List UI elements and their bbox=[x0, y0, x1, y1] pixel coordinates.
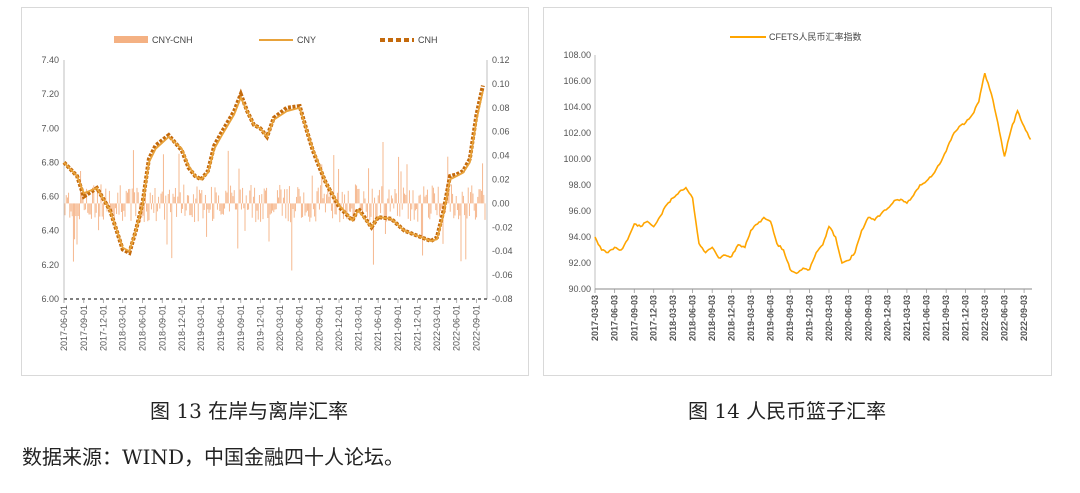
cfets-index-line bbox=[594, 72, 1032, 275]
y-tick-label: 104.00 bbox=[563, 102, 591, 112]
y2-tick-label: -0.06 bbox=[492, 270, 513, 280]
x-tick-label: 2019-06-01 bbox=[216, 305, 226, 351]
x-tick-label: 2018-09-03 bbox=[707, 295, 717, 341]
y2-tick-label: 0.02 bbox=[492, 175, 510, 185]
x-tick-label: 2019-03-01 bbox=[196, 305, 206, 351]
y2-tick-label: 0.06 bbox=[492, 127, 510, 137]
x-tick-label: 2018-06-03 bbox=[688, 295, 698, 341]
y-tick-label: 6.20 bbox=[41, 260, 59, 270]
source-note: 数据来源：WIND，中国金融四十人论坛。 bbox=[22, 445, 404, 469]
y-tick-label: 7.20 bbox=[41, 89, 59, 99]
legend-swatch-cny-cnh bbox=[114, 36, 148, 43]
cfets-index-chart-panel: 108.00 106.00 104.00 102.00 100.00 98.00 96.00… bbox=[543, 7, 1052, 376]
x-tick-label: 2018-03-03 bbox=[668, 295, 678, 341]
x-tick-label: 2019-09-03 bbox=[785, 295, 795, 341]
x-tick-label: 2022-03-03 bbox=[980, 295, 990, 341]
y-tick-label: 98.00 bbox=[568, 180, 591, 190]
x-tick-label: 2022-06-01 bbox=[452, 305, 462, 351]
y2-tick-label: -0.08 bbox=[492, 294, 513, 304]
x-tick-label: 2022-09-03 bbox=[1019, 295, 1029, 341]
x-tick-label: 2021-12-03 bbox=[961, 295, 971, 341]
x-tick-label: 2017-06-03 bbox=[610, 295, 620, 341]
x-tick-label: 2017-09-03 bbox=[629, 295, 639, 341]
x-tick-label: 2020-03-01 bbox=[275, 305, 285, 351]
x-tick-label: 2017-12-03 bbox=[649, 295, 659, 341]
y-tick-label: 102.00 bbox=[563, 128, 591, 138]
y-tick-label: 6.60 bbox=[41, 192, 59, 202]
x-tick-label: 2018-12-01 bbox=[177, 305, 187, 351]
x-tick-label: 2021-03-01 bbox=[353, 305, 363, 351]
y-tick-label: 96.00 bbox=[568, 206, 591, 216]
y2-tick-label: -0.04 bbox=[492, 246, 513, 256]
cnh-line bbox=[62, 85, 485, 256]
legend-label-cfets: CFETS人民币汇率指数 bbox=[769, 31, 862, 42]
y2-tick-label: 0.08 bbox=[492, 103, 510, 113]
figure-14-caption: 图 14 人民币篮子汇率 bbox=[688, 399, 887, 423]
x-tick-label: 2020-12-03 bbox=[883, 295, 893, 341]
x-tick-label: 2020-09-03 bbox=[863, 295, 873, 341]
y-tick-label: 7.40 bbox=[41, 55, 59, 65]
x-tick-label: 2021-06-01 bbox=[373, 305, 383, 351]
x-tick-label: 2019-03-03 bbox=[746, 295, 756, 341]
legend-label-cnh: CNH bbox=[418, 35, 438, 45]
x-tick-label: 2019-06-03 bbox=[765, 295, 775, 341]
x-tick-label: 2017-06-01 bbox=[59, 305, 69, 351]
x-tick-label: 2021-03-03 bbox=[902, 295, 912, 341]
x-tick-label: 2019-12-03 bbox=[805, 295, 815, 341]
x-tick-label: 2018-09-01 bbox=[157, 305, 167, 351]
x-tick-label: 2020-06-01 bbox=[295, 305, 305, 351]
x-tick-label: 2022-03-01 bbox=[432, 305, 442, 351]
x-tick-label: 2018-06-01 bbox=[137, 305, 147, 351]
cny-line bbox=[63, 90, 484, 253]
x-tick-label: 2020-12-01 bbox=[334, 305, 344, 351]
y-tick-label: 92.00 bbox=[568, 258, 591, 268]
onshore-offshore-chart-panel: 7.40 7.20 7.00 6.80 6.60 6.40 6.20 6.00 0.12 0.10… bbox=[21, 7, 529, 376]
x-tick-label: 2019-12-01 bbox=[255, 305, 265, 351]
legend-label-cny-cnh: CNY-CNH bbox=[152, 35, 193, 45]
x-tick-label: 2020-06-03 bbox=[844, 295, 854, 341]
x-tick-label: 2022-06-03 bbox=[999, 295, 1009, 341]
x-tick-label: 2017-09-01 bbox=[79, 305, 89, 351]
y-tick-label: 7.00 bbox=[41, 123, 59, 133]
x-tick-label: 2017-03-03 bbox=[590, 295, 600, 341]
x-tick-label: 2019-09-01 bbox=[236, 305, 246, 351]
figure-13-caption: 图 13 在岸与离岸汇率 bbox=[150, 399, 349, 423]
y-tick-label: 108.00 bbox=[563, 50, 591, 60]
y2-tick-label: 0.04 bbox=[492, 151, 510, 161]
x-tick-label: 2017-12-01 bbox=[98, 305, 108, 351]
y2-tick-label: 0.12 bbox=[492, 55, 510, 65]
y-tick-label: 100.00 bbox=[563, 154, 591, 164]
x-tick-label: 2020-09-01 bbox=[314, 305, 324, 351]
y2-tick-label: -0.02 bbox=[492, 222, 513, 232]
onshore-offshore-chart: 7.40 7.20 7.00 6.80 6.60 6.40 6.20 6.00 0.12 0.10… bbox=[41, 35, 513, 351]
y2-tick-label: 0.10 bbox=[492, 79, 510, 89]
y-tick-label: 90.00 bbox=[568, 284, 591, 294]
x-tick-label: 2021-12-01 bbox=[413, 305, 423, 351]
x-tick-label: 2018-03-01 bbox=[118, 305, 128, 351]
cfets-index-chart: 108.00 106.00 104.00 102.00 100.00 98.00 96.00… bbox=[563, 31, 1032, 341]
y-tick-label: 106.00 bbox=[563, 76, 591, 86]
y-tick-label: 6.80 bbox=[41, 157, 59, 167]
x-tick-label: 2021-09-01 bbox=[393, 305, 403, 351]
legend-label-cny: CNY bbox=[297, 35, 316, 45]
x-tick-label: 2018-12-03 bbox=[727, 295, 737, 341]
y-tick-label: 6.00 bbox=[41, 294, 59, 304]
y-tick-label: 6.40 bbox=[41, 226, 59, 236]
x-tick-label: 2020-03-03 bbox=[824, 295, 834, 341]
x-tick-label: 2021-06-03 bbox=[922, 295, 932, 341]
y2-tick-label: 0.00 bbox=[492, 198, 510, 208]
y-tick-label: 94.00 bbox=[568, 232, 591, 242]
x-tick-label: 2022-09-01 bbox=[471, 305, 481, 351]
x-tick-label: 2021-09-03 bbox=[941, 295, 951, 341]
